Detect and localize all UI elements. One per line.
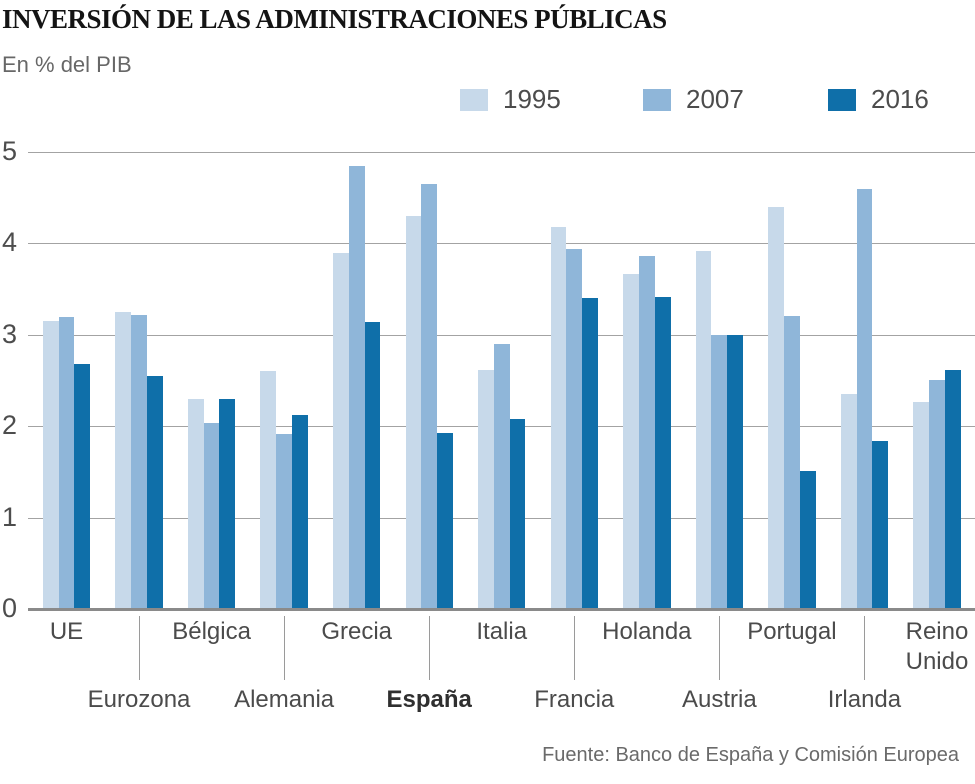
y-tick-label: 5 [2,136,18,166]
y-tick-label: 2 [2,410,18,441]
bar-2016 [146,375,163,608]
bar-2016 [219,398,236,608]
legend-swatch-2007 [643,88,671,111]
bar-1995 [478,369,494,608]
source-credit: Fuente: Banco de España y Comisión Europ… [542,744,959,766]
x-axis-label: Bélgica [172,618,251,645]
bar-2016 [292,415,308,608]
x-label-connector [719,616,721,680]
gridline-5 [28,152,975,153]
bar-2007 [711,334,728,608]
x-axis-label: Eurozona [87,686,191,713]
legend-item-2007: 2007 [643,84,744,115]
bar-2007 [566,248,583,608]
bar-1995 [768,206,784,608]
bar-2007 [58,316,75,608]
bar-2007 [784,315,800,608]
y-tick-label: 3 [2,318,18,349]
bar-1995 [115,311,132,608]
x-axis-label: Reino Unido [905,618,969,675]
legend-label-2007: 2007 [686,84,744,114]
x-axis-label: Grecia [321,618,392,645]
bar-2007 [421,183,438,608]
x-axis-label: Austria [682,686,757,713]
bar-2007 [348,165,365,608]
bar-2007 [276,433,293,608]
bar-2016 [727,334,744,608]
bar-2007 [929,379,945,608]
legend-label-1995: 1995 [503,84,561,114]
bar-2007 [131,314,147,608]
x-axis-label: UE [49,618,84,645]
y-tick-label: 1 [2,501,18,532]
bar-2016 [364,322,381,608]
x-axis-label: Alemania [234,686,335,713]
x-axis-label: España [386,686,472,713]
x-axis-label: Irlanda [827,686,902,713]
bar-2016 [654,297,671,608]
gridline-3 [28,334,975,336]
bar-2007 [856,188,873,608]
x-axis-label: Italia [476,618,528,645]
bar-1995 [187,398,204,608]
bar-1995 [695,250,712,608]
x-label-connector [574,616,576,680]
bar-1995 [623,273,639,608]
chart-subtitle: En % del PIB [2,52,132,77]
bar-1995 [332,252,349,608]
bar-1995 [550,226,567,608]
bar-2016 [437,432,453,608]
bar-1995 [840,394,857,608]
legend-item-2016: 2016 [828,84,929,115]
x-axis-label: Portugal [747,618,837,645]
bar-1995 [405,215,422,608]
x-label-connector [139,616,141,680]
y-tick-label: 0 [2,593,18,623]
y-tick-label: 4 [2,227,18,258]
bar-2007 [638,256,655,608]
legend-label-2016: 2016 [871,84,929,114]
bar-1995 [913,402,930,608]
x-axis-label: Francia [534,686,615,713]
legend-swatch-1995 [460,88,488,111]
bar-2016 [74,364,91,608]
bar-2016 [799,470,816,608]
bar-1995 [260,371,277,608]
x-label-connector [864,616,866,680]
bar-2016 [582,298,598,608]
bar-1995 [42,321,59,608]
bar-2016 [872,440,889,608]
chart-title: INVERSIÓN DE LAS ADMINISTRACIONES PÚBLIC… [2,4,667,34]
bar-2016 [944,369,961,608]
bar-2007 [493,343,510,608]
x-label-connector [284,616,286,680]
legend-swatch-2016 [828,88,856,111]
legend-item-1995: 1995 [460,84,561,115]
bar-2016 [509,418,526,608]
x-axis-label: Holanda [602,618,692,645]
x-label-connector [429,616,431,680]
x-axis-line [28,608,975,611]
bar-2007 [203,423,220,608]
gridline-4 [28,243,975,245]
